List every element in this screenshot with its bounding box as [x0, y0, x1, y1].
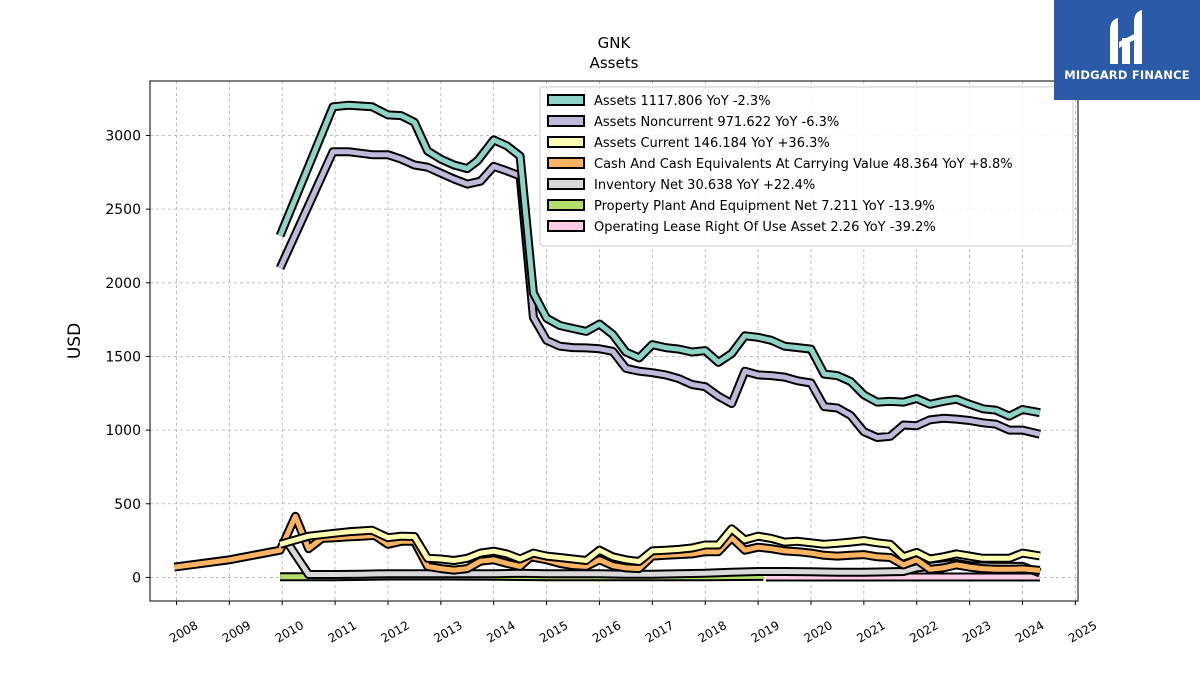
series-line — [277, 149, 1041, 440]
y-tick-label: 0 — [132, 570, 141, 586]
legend-entry-label: Property Plant And Equipment Net 7.211 Y… — [594, 199, 935, 214]
x-tick-label: 2009 — [220, 618, 253, 645]
x-tick-label: 2018 — [696, 618, 729, 645]
legend-entry-label: Assets 1117.806 YoY -2.3% — [594, 94, 771, 109]
y-tick-label: 1000 — [105, 423, 141, 439]
x-tick-label: 2023 — [960, 618, 993, 645]
x-tick-label: 2011 — [326, 618, 359, 645]
legend-swatch — [547, 94, 585, 106]
x-tick-label: 2013 — [431, 618, 464, 645]
brand-name: MIDGARD FINANCE — [1064, 68, 1190, 82]
chart-subtitle: Assets — [590, 54, 639, 72]
series-line — [279, 526, 1041, 564]
brand-logo: MIDGARD FINANCE — [1054, 0, 1200, 100]
y-tick-label: 3000 — [105, 129, 141, 145]
plot-frame — [149, 80, 1079, 602]
x-tick-label: 2012 — [378, 618, 411, 645]
y-tick-label: 2500 — [105, 202, 141, 218]
legend-entry-label: Assets Current 146.184 YoY +36.3% — [594, 136, 830, 151]
legend-box — [539, 86, 1074, 247]
legend-entry-label: Inventory Net 30.638 YoY +22.4% — [594, 178, 815, 193]
legend-entry-label: Cash And Cash Equivalents At Carrying Va… — [594, 157, 1013, 172]
x-tick-label: 2024 — [1013, 618, 1046, 645]
legend-swatch — [547, 136, 585, 148]
legend-entry-label: Operating Lease Right Of Use Asset 2.26 … — [594, 220, 936, 235]
legend-swatch — [547, 199, 585, 211]
x-tick-label: 2017 — [643, 618, 676, 645]
x-tick-label: 2016 — [590, 618, 623, 645]
legend-swatch — [547, 115, 585, 127]
legend-swatch — [547, 157, 585, 169]
legend-swatch — [547, 178, 585, 190]
y-tick-label: 1500 — [105, 349, 141, 365]
x-tick-label: 2008 — [167, 618, 200, 645]
plot-lines — [173, 100, 1042, 582]
x-tick-label: 2010 — [273, 618, 306, 645]
x-tick-label: 2015 — [537, 618, 570, 645]
legend: Assets 1117.806 YoY -2.3% Assets Noncurre… — [539, 86, 1074, 247]
x-tick-label: 2019 — [749, 618, 782, 645]
chart-title: GNK — [598, 34, 632, 52]
series-line — [173, 513, 1041, 573]
series-line — [277, 102, 1041, 419]
legend-entry-label: Assets Noncurrent 971.622 YoY -6.3% — [594, 115, 839, 130]
x-tick-label: 2021 — [854, 618, 887, 645]
brand-logo-icon — [1110, 10, 1142, 64]
x-tick-label: 2025 — [1066, 618, 1099, 645]
y-tick-label: 2000 — [105, 276, 141, 292]
x-tick-label: 2020 — [801, 618, 834, 645]
legend-swatch — [547, 220, 585, 232]
y-axis-label: USD — [65, 323, 85, 359]
x-tick-label: 2022 — [907, 618, 940, 645]
y-tick-label: 500 — [114, 497, 141, 513]
x-tick-label: 2014 — [484, 618, 517, 645]
